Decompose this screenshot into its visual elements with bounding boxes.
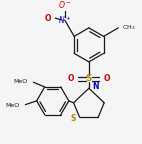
Text: CH$_3$: CH$_3$ <box>122 23 136 32</box>
Text: MeO: MeO <box>13 79 27 84</box>
Text: N: N <box>93 82 99 91</box>
Text: $N^+$: $N^+$ <box>58 14 71 26</box>
Text: O: O <box>44 14 51 23</box>
Text: MeO: MeO <box>5 103 19 108</box>
Text: S: S <box>70 114 76 123</box>
Text: $O^-$: $O^-$ <box>58 0 72 10</box>
Text: S: S <box>86 74 92 83</box>
Text: O: O <box>68 74 74 83</box>
Text: O: O <box>104 74 110 83</box>
